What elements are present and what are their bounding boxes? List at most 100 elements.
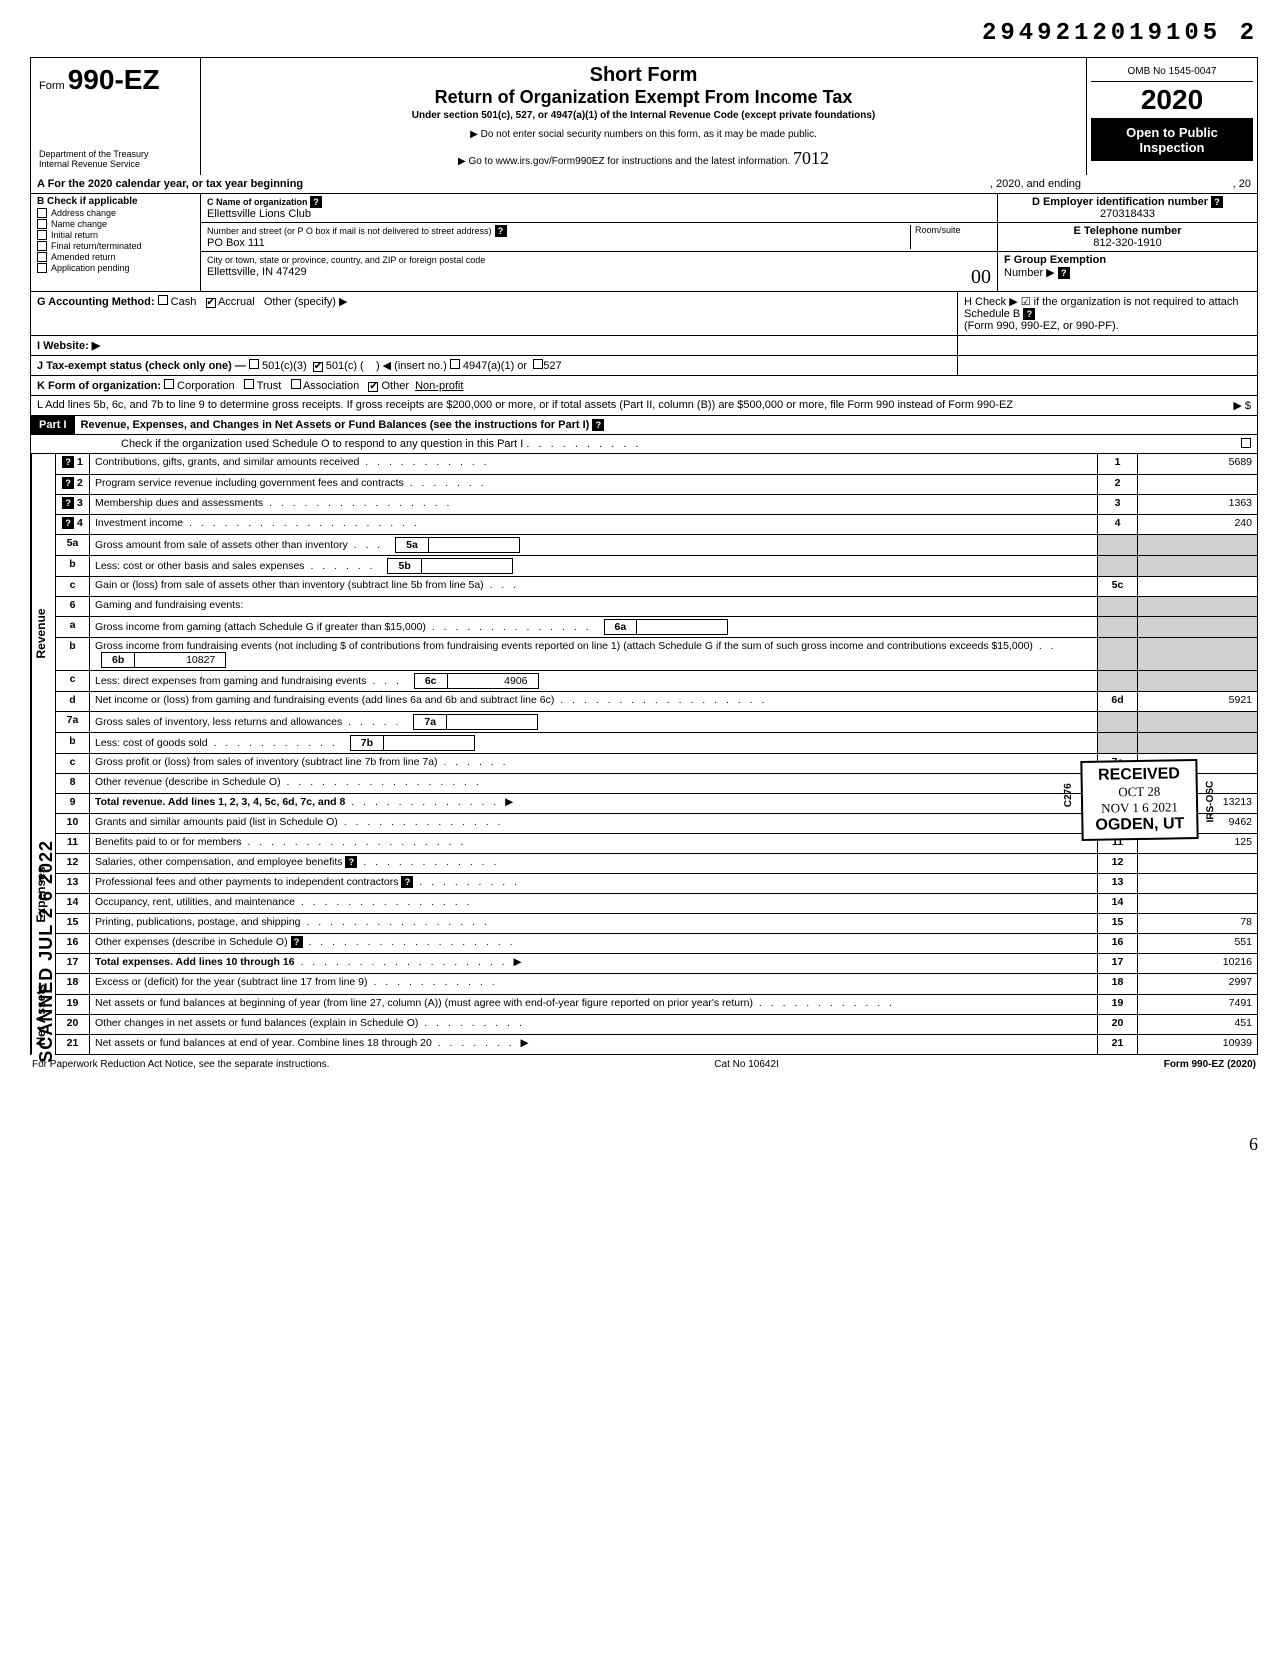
line-21: 21Net assets or fund balances at end of … <box>56 1034 1258 1054</box>
a-text: A For the 2020 calendar year, or tax yea… <box>37 178 303 190</box>
chk-assoc[interactable] <box>291 379 301 389</box>
l16-val: 551 <box>1138 934 1258 954</box>
form-header: Form 990-EZ Department of the Treasury I… <box>30 57 1258 175</box>
l5b-ival <box>422 559 512 573</box>
help-icon[interactable]: ? <box>1058 267 1070 279</box>
c-label: C Name of organization <box>207 197 308 207</box>
received-stamp: RECEIVED OCT 28 NOV 1 6 2021 OGDEN, UT C… <box>1080 759 1198 841</box>
help-icon[interactable]: ? <box>310 196 322 208</box>
chk-527[interactable] <box>533 359 543 369</box>
line-19: 19Net assets or fund balances at beginni… <box>56 994 1258 1014</box>
h-schedule-b: H Check ▶ ☑ if the organization is not r… <box>957 292 1257 335</box>
l6b-ibox: 6b <box>102 653 135 667</box>
chk-schedule-o[interactable] <box>1241 438 1251 448</box>
chk-corp[interactable] <box>164 379 174 389</box>
footer-form: Form 990-EZ (2020) <box>1164 1059 1256 1070</box>
chk-final[interactable] <box>37 241 47 251</box>
help-icon[interactable]: ? <box>62 517 74 529</box>
help-icon[interactable]: ? <box>592 419 604 431</box>
chk-amended[interactable] <box>37 252 47 262</box>
received-l1: RECEIVED <box>1095 765 1184 785</box>
org-name-value: Ellettsville Lions Club <box>207 208 311 220</box>
l6d-val: 5921 <box>1138 691 1258 711</box>
g-other-label: Other (specify) ▶ <box>264 296 348 308</box>
section-b-checkboxes: B Check if applicable Address change Nam… <box>31 194 201 291</box>
j-label: J Tax-exempt status (check only one) — <box>37 360 246 372</box>
l8-text: Other revenue (describe in Schedule O) <box>95 776 281 788</box>
i-label: I Website: ▶ <box>37 340 100 352</box>
help-icon[interactable]: ? <box>62 497 74 509</box>
org-info: C Name of organization ? Ellettsville Li… <box>201 194 997 291</box>
l3-text: Membership dues and assessments <box>95 497 263 509</box>
help-icon[interactable]: ? <box>62 456 74 468</box>
l14-box: 14 <box>1098 894 1138 914</box>
help-icon[interactable]: ? <box>1211 196 1223 208</box>
chk-initial[interactable] <box>37 230 47 240</box>
chk-501c3[interactable] <box>249 359 259 369</box>
line-18: 18Excess or (deficit) for the year (subt… <box>56 974 1258 994</box>
help-icon[interactable]: ? <box>345 856 357 868</box>
l7b-ival <box>384 736 474 750</box>
stamp-c276: C276 <box>1063 783 1074 807</box>
l1-val: 5689 <box>1138 454 1258 474</box>
e-label: E Telephone number <box>1074 225 1182 237</box>
l7a-ibox: 7a <box>414 715 447 729</box>
chk-4947[interactable] <box>450 359 460 369</box>
l6a-text: Gross income from gaming (attach Schedul… <box>95 621 426 633</box>
line-5a: 5aGross amount from sale of assets other… <box>56 534 1258 555</box>
line-13: 13Professional fees and other payments t… <box>56 874 1258 894</box>
a-mid: , 2020, and ending <box>990 178 1081 190</box>
l11-text: Benefits paid to or for members <box>95 836 241 848</box>
chk-pending[interactable] <box>37 263 47 273</box>
l13-val <box>1138 874 1258 894</box>
open-public-box: Open to Public Inspection <box>1091 119 1253 161</box>
help-icon[interactable]: ? <box>401 876 413 888</box>
l9-text: Total revenue. Add lines 1, 2, 3, 4, 5c,… <box>95 796 345 808</box>
l12-text: Salaries, other compensation, and employ… <box>95 856 342 868</box>
help-icon[interactable]: ? <box>1023 308 1035 320</box>
h-label: H Check ▶ ☑ if the organization is not r… <box>964 296 1239 320</box>
help-icon[interactable]: ? <box>62 477 74 489</box>
l21-box: 21 <box>1098 1034 1138 1054</box>
revenue-table: ? 1Contributions, gifts, grants, and sim… <box>55 454 1258 814</box>
l6c-ival: 4906 <box>448 674 538 688</box>
chk-address[interactable] <box>37 208 47 218</box>
chk-501c[interactable] <box>313 362 323 372</box>
part1-schedule-o-check: Check if the organization used Schedule … <box>30 435 1258 454</box>
chk-cash[interactable] <box>158 295 168 305</box>
chk-address-label: Address change <box>51 208 116 218</box>
dots: . . . . . . . . . . <box>526 438 641 450</box>
revenue-section: Revenue ? 1Contributions, gifts, grants,… <box>30 454 1258 814</box>
street-label: Number and street (or P O box if mail is… <box>207 226 491 236</box>
hand-initials: 00 <box>971 266 991 289</box>
l6b-text: Gross income from fundraising events (no… <box>95 640 1033 652</box>
chk-name[interactable] <box>37 219 47 229</box>
h-continued <box>957 336 1257 355</box>
l2-box: 2 <box>1098 474 1138 494</box>
e-phone-row: E Telephone number 812-320-1910 <box>998 223 1257 252</box>
chk-accrual[interactable] <box>206 298 216 308</box>
l6a-ival <box>637 620 727 634</box>
j-4947-label: 4947(a)(1) or <box>463 360 527 372</box>
l6c-text: Less: direct expenses from gaming and fu… <box>95 675 366 687</box>
line-4: ? 4Investment income . . . . . . . . . .… <box>56 514 1258 534</box>
l5b-ibox: 5b <box>388 559 421 573</box>
line-12: 12Salaries, other compensation, and empl… <box>56 854 1258 874</box>
street-value: PO Box 111 <box>207 237 265 249</box>
g-accounting: G Accounting Method: Cash Accrual Other … <box>31 292 957 335</box>
j-insert: ) ◀ (insert no.) <box>376 360 447 372</box>
help-icon[interactable]: ? <box>291 936 303 948</box>
help-icon[interactable]: ? <box>495 225 507 237</box>
j-status: J Tax-exempt status (check only one) — 5… <box>31 356 957 375</box>
dept-line2: Internal Revenue Service <box>39 159 192 169</box>
chk-name-label: Name change <box>51 219 107 229</box>
k-form-org-row: K Form of organization: Corporation Trus… <box>30 376 1258 396</box>
l6a-ibox: 6a <box>605 620 638 634</box>
chk-other-org[interactable] <box>368 382 378 392</box>
l7b-ibox: 7b <box>351 736 384 750</box>
chk-trust[interactable] <box>244 379 254 389</box>
l12-val <box>1138 854 1258 874</box>
received-l2: OCT 28 <box>1095 783 1184 801</box>
header-title-block: Short Form Return of Organization Exempt… <box>201 58 1087 175</box>
g-accrual-label: Accrual <box>218 296 255 308</box>
